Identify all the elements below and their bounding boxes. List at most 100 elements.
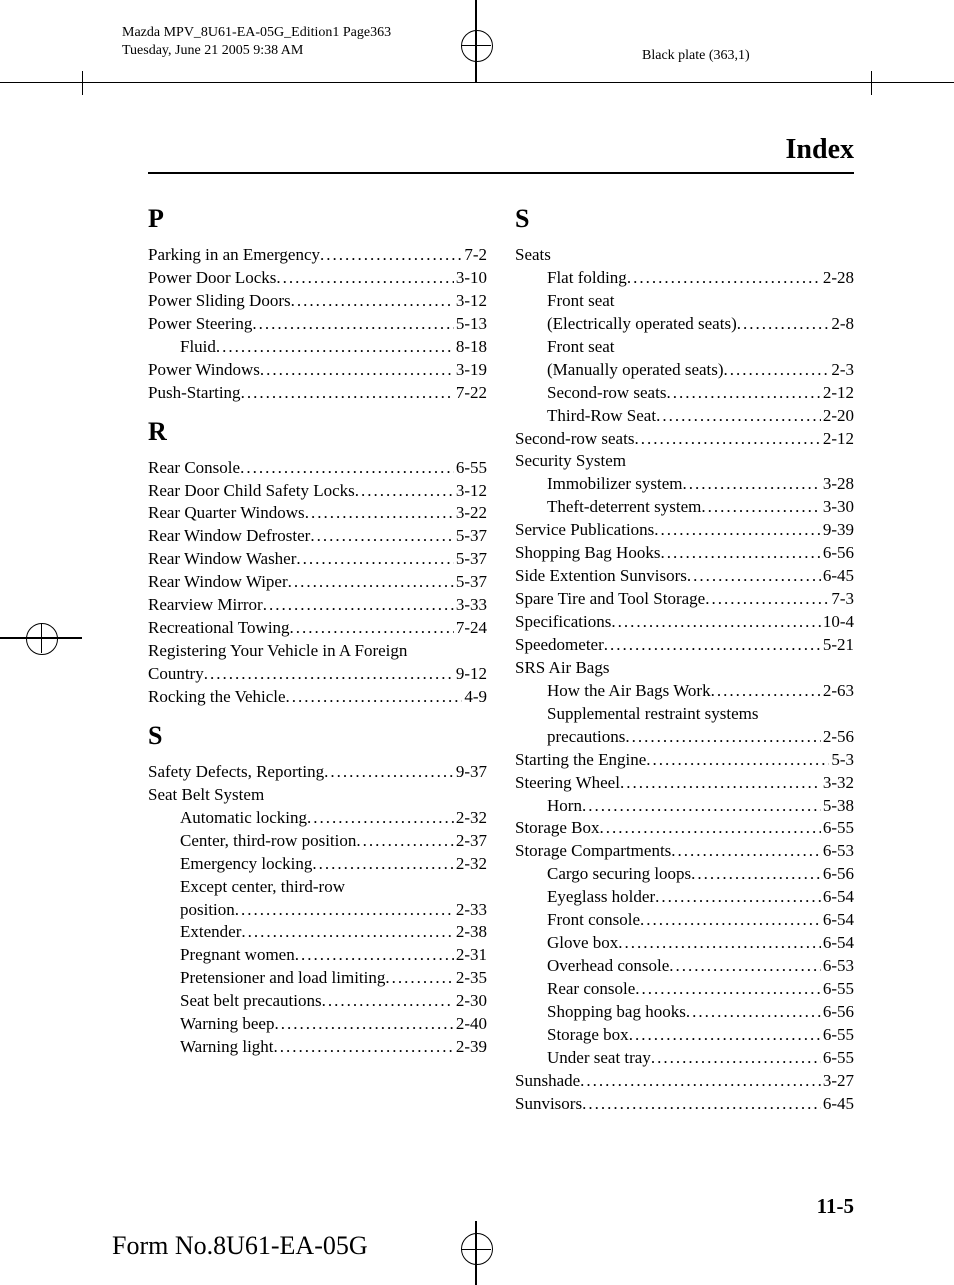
page-title: Index xyxy=(786,134,854,166)
leader-dots: ........................................… xyxy=(216,336,454,359)
index-entry-label: Center, third-row position xyxy=(180,830,356,853)
index-entry-page: 4-9 xyxy=(462,686,487,709)
index-entry-page: 2-56 xyxy=(821,726,854,749)
index-entry-page: 2-30 xyxy=(454,990,487,1013)
index-entry-page: 6-54 xyxy=(821,932,854,955)
leader-dots: ........................................… xyxy=(295,944,454,967)
index-entry: Second-row seats .......................… xyxy=(515,382,854,405)
index-entry-page: 7-24 xyxy=(454,617,487,640)
index-entry: Overhead console .......................… xyxy=(515,955,854,978)
index-entry: Storage Box ............................… xyxy=(515,817,854,840)
index-entry-page: 6-56 xyxy=(821,542,854,565)
index-entry-label: Safety Defects, Reporting xyxy=(148,761,324,784)
registration-mark-top xyxy=(475,0,477,82)
index-entry-label: (Manually operated seats) xyxy=(547,359,724,382)
index-entry-page: 7-22 xyxy=(454,382,487,405)
index-entry-page: 2-3 xyxy=(829,359,854,382)
index-entry: Storage Compartments ...................… xyxy=(515,840,854,863)
leader-dots: ........................................… xyxy=(291,290,454,313)
index-entry-label: Side Extention Sunvisors xyxy=(515,565,687,588)
index-entry-page: 7-2 xyxy=(462,244,487,267)
index-entry-page: 5-37 xyxy=(454,571,487,594)
index-entry-label: Sunshade xyxy=(515,1070,580,1093)
index-entry-label: Third-Row Seat xyxy=(547,405,656,428)
index-entry: How the Air Bags Work ..................… xyxy=(515,680,854,703)
index-heading: Front seat xyxy=(515,336,854,359)
index-entry: Rear Window Wiper ......................… xyxy=(148,571,487,594)
index-entry: Specifications .........................… xyxy=(515,611,854,634)
leader-dots: ........................................… xyxy=(640,909,821,932)
index-entry-label: Service Publications xyxy=(515,519,654,542)
index-entry-page: 6-45 xyxy=(821,565,854,588)
leader-dots: ........................................… xyxy=(600,817,821,840)
index-entry-label: Rear Window Wiper xyxy=(148,571,288,594)
index-entry: Rearview Mirror ........................… xyxy=(148,594,487,617)
index-entry-page: 2-31 xyxy=(454,944,487,967)
leader-dots: ........................................… xyxy=(580,1070,821,1093)
index-entry: Rear Quarter Windows ...................… xyxy=(148,502,487,525)
index-entry-label: Overhead console xyxy=(547,955,669,978)
index-entry-label: Automatic locking xyxy=(180,807,307,830)
index-letter: P xyxy=(148,204,487,234)
index-entry-label: Flat folding xyxy=(547,267,627,290)
leader-dots: ........................................… xyxy=(683,473,821,496)
leader-dots: ........................................… xyxy=(687,565,821,588)
index-entry-label: Eyeglass holder xyxy=(547,886,655,909)
leader-dots: ........................................… xyxy=(634,428,820,451)
index-entry-label: Power Windows xyxy=(148,359,260,382)
index-entry-label: Parking in an Emergency xyxy=(148,244,320,267)
index-entry-page: 2-12 xyxy=(821,428,854,451)
leader-dots: ........................................… xyxy=(204,663,454,686)
leader-dots: ........................................… xyxy=(737,313,830,336)
index-entry-label: Country xyxy=(148,663,204,686)
index-entry-page: 7-3 xyxy=(829,588,854,611)
index-entry-page: 3-32 xyxy=(821,772,854,795)
leader-dots: ........................................… xyxy=(385,967,453,990)
index-entry: Shopping Bag Hooks .....................… xyxy=(515,542,854,565)
index-entry: Steering Wheel .........................… xyxy=(515,772,854,795)
leader-dots: ........................................… xyxy=(629,1024,821,1047)
index-heading: Front seat xyxy=(515,290,854,313)
leader-dots: ........................................… xyxy=(263,594,454,617)
index-letter: R xyxy=(148,417,487,447)
leader-dots: ........................................… xyxy=(252,313,453,336)
index-entry-page: 6-55 xyxy=(821,1047,854,1070)
index-entry-page: 5-37 xyxy=(454,548,487,571)
leader-dots: ........................................… xyxy=(686,1001,821,1024)
index-entry-label: Power Sliding Doors xyxy=(148,290,291,313)
index-content: P Parking in an Emergency ...............… xyxy=(148,200,854,1116)
leader-dots: ........................................… xyxy=(711,680,821,703)
index-entry-label: Theft-deterrent system xyxy=(547,496,701,519)
index-entry-label: Second-row seats xyxy=(515,428,634,451)
index-entry: Rear console ...........................… xyxy=(515,978,854,1001)
leader-dots: ........................................… xyxy=(691,863,821,886)
index-entry-page: 5-37 xyxy=(454,525,487,548)
index-entry-page: 2-28 xyxy=(821,267,854,290)
leader-dots: ........................................… xyxy=(625,726,820,749)
index-entry-page: 9-37 xyxy=(454,761,487,784)
index-heading: Seats xyxy=(515,244,854,267)
leader-dots: ........................................… xyxy=(646,749,829,772)
index-entry-page: 6-56 xyxy=(821,863,854,886)
leader-dots: ........................................… xyxy=(241,921,453,944)
title-rule xyxy=(148,172,854,174)
leader-dots: ........................................… xyxy=(705,588,829,611)
index-entry: Country ................................… xyxy=(148,663,487,686)
index-entry-page: 2-32 xyxy=(454,807,487,830)
index-entry: precautions ............................… xyxy=(515,726,854,749)
index-entry-page: 3-28 xyxy=(821,473,854,496)
index-entry: Eyeglass holder ........................… xyxy=(515,886,854,909)
index-entry-label: Front console xyxy=(547,909,640,932)
index-entry: Fluid ..................................… xyxy=(148,336,487,359)
leader-dots: ........................................… xyxy=(290,617,454,640)
index-letter: S xyxy=(515,204,854,234)
leader-dots: ........................................… xyxy=(666,382,820,405)
index-entry-page: 3-33 xyxy=(454,594,487,617)
index-entry-label: Fluid xyxy=(180,336,216,359)
index-entry: Third-Row Seat .........................… xyxy=(515,405,854,428)
index-entry: Center, third-row position .............… xyxy=(148,830,487,853)
index-entry-label: Storage Box xyxy=(515,817,600,840)
index-entry-page: 6-55 xyxy=(454,457,487,480)
leader-dots: ........................................… xyxy=(611,611,821,634)
leader-dots: ........................................… xyxy=(307,807,454,830)
